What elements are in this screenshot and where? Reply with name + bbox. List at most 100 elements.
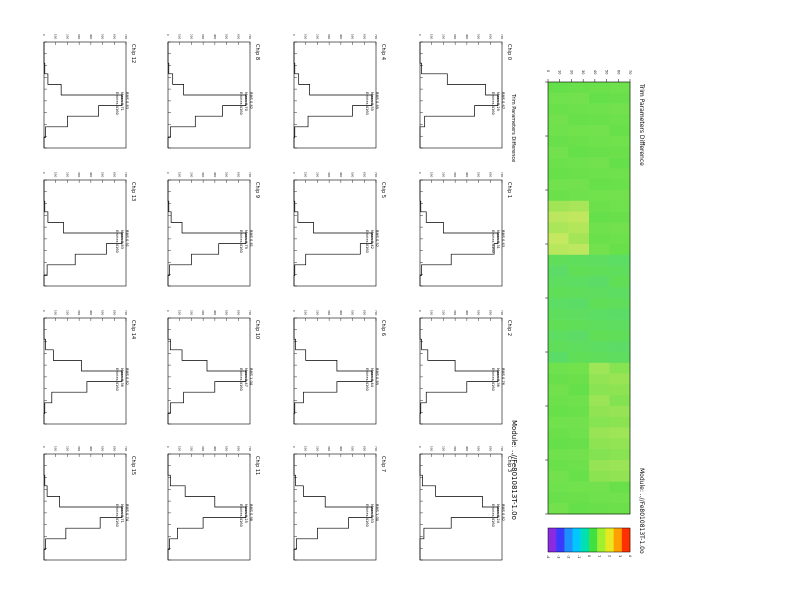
histogram-top-tick-label: 600 <box>236 446 240 452</box>
histogram-step-line <box>167 318 247 424</box>
heatmap-cell <box>568 136 590 148</box>
heatmap-x-tick-label: 0 <box>546 70 550 72</box>
heatmap-cell <box>609 416 631 428</box>
histogram-top-tick-label: 0 <box>42 310 46 312</box>
histogram-top-tick-label: 300 <box>327 446 331 452</box>
chip-histogram: 0 100 200 300 400 500 600 700 Entries 4160 Mean 0… <box>292 34 386 149</box>
color-scale-swatch <box>589 528 598 552</box>
heatmap-x-tick-label: 20 <box>569 70 573 74</box>
heatmap-cell <box>568 233 590 245</box>
histogram-top-tick-label: 0 <box>166 310 170 312</box>
histogram-step-line <box>43 42 123 148</box>
histogram-chip-title: Chip 9 <box>254 182 260 198</box>
histogram-rms: RMS 0.82 <box>125 368 129 385</box>
histogram-top-tick-label: 600 <box>112 446 116 452</box>
heatmap-cell <box>589 254 610 266</box>
histogram-top-tick-label: 0 <box>418 446 422 448</box>
histogram-top-tick-label: 700 <box>500 172 504 178</box>
heatmap-cell <box>548 92 569 104</box>
histogram-top-tick-label: 700 <box>500 310 504 316</box>
heatmap-cell <box>589 157 610 169</box>
histogram-top-tick-label: 0 <box>292 172 296 174</box>
histogram-top-tick-label: 500 <box>351 446 355 452</box>
heatmap-cell <box>568 503 590 515</box>
histogram-chip-title: Chip 1 <box>506 182 512 198</box>
histogram-top-tick-label: 700 <box>248 172 252 178</box>
heatmap-cell <box>548 276 569 288</box>
histogram-top-tick-label: 100 <box>304 172 308 178</box>
heatmap-cell <box>609 125 631 137</box>
histogram-top-tick-label: 500 <box>351 172 355 178</box>
chip-histogram: 0 100 200 300 400 500 600 700 Entries 4160 Mean 0… <box>42 172 136 287</box>
histogram-top-tick-label: 100 <box>178 172 182 178</box>
color-scale-tick-label: 0 <box>587 555 591 557</box>
color-scale-swatch <box>621 528 631 552</box>
histogram-top-tick-label: 500 <box>351 310 355 316</box>
histogram-rms: RMS 0.82 <box>501 504 505 521</box>
heatmap-cell <box>589 470 610 482</box>
heatmap-cell <box>548 492 569 504</box>
color-scale-swatch <box>613 528 623 552</box>
heatmap-cell <box>589 92 610 104</box>
color-scale-swatch <box>572 528 582 552</box>
histogram-top-tick-label: 700 <box>124 446 128 452</box>
histogram-top-tick-label: 100 <box>54 310 58 316</box>
chip-histogram: 0 100 200 300 400 500 600 700 Entries 4160 Mean 0… <box>418 172 512 287</box>
heatmap-cell <box>609 395 631 407</box>
histogram-top-tick-label: 300 <box>327 172 331 178</box>
histogram-entries: Entries 4160 <box>491 230 495 254</box>
color-scale-tick-label: 4 <box>628 555 632 558</box>
heatmap-cell <box>568 179 590 191</box>
color-scale-tick-label: 1 <box>597 555 601 557</box>
histogram-mean: Mean 0.70 <box>244 92 248 112</box>
heatmap-cell <box>568 222 590 234</box>
histogram-top-tick-label: 300 <box>453 310 457 316</box>
heatmap-cell <box>568 287 590 299</box>
histogram-top-tick-label: 600 <box>488 310 492 316</box>
histogram-rms: RMS 0.91 <box>125 230 129 247</box>
histogram-step-line <box>167 180 247 286</box>
heatmap-cell <box>609 352 631 364</box>
heatmap-cell <box>609 319 631 331</box>
histogram-mean: Mean 0.42 <box>370 230 374 249</box>
heatmap-cell <box>589 125 610 137</box>
heatmap-cell <box>548 103 569 115</box>
heatmap-cell <box>609 254 631 266</box>
histogram-top-tick-label: 0 <box>42 446 46 448</box>
heatmap-cell <box>609 460 631 472</box>
histogram-top-tick-label: 600 <box>112 172 116 178</box>
heatmap-cell <box>568 416 590 428</box>
heatmap-cell <box>589 244 610 256</box>
histogram-mean: Mean 0.71 <box>120 504 124 523</box>
chip-histogram: 0 100 200 300 400 500 600 700 Entries 4160 Mean 0… <box>42 34 136 149</box>
heatmap-cell <box>568 92 590 104</box>
histogram-top-tick-label: 400 <box>89 310 93 316</box>
heatmap-cell <box>548 190 569 202</box>
histogram-top-tick-label: 0 <box>292 34 296 36</box>
heatmap-cell <box>589 265 610 277</box>
heatmap-cell <box>548 233 569 245</box>
histogram-top-tick-label: 500 <box>351 34 355 40</box>
heatmap-cell <box>609 200 631 212</box>
histogram-chip-title: Chip 2 <box>506 320 512 336</box>
heatmap-cell <box>609 470 631 482</box>
heatmap-cell <box>589 168 610 180</box>
histogram-chip-title: Chip 5 <box>380 182 386 198</box>
histogram-top-tick-label: 700 <box>124 310 128 316</box>
histogram-top-tick-label: 200 <box>189 34 193 40</box>
histogram-step-line <box>293 42 373 148</box>
heatmap-cell <box>609 492 631 504</box>
heatmap-cell <box>589 146 610 158</box>
heatmap-x-tick-label: 60 <box>616 70 620 74</box>
histogram-top-tick-label: 200 <box>189 172 193 178</box>
histogram-top-tick-label: 700 <box>374 172 378 178</box>
histogram-top-tick-label: 700 <box>500 34 504 40</box>
histogram-top-tick-label: 600 <box>112 310 116 316</box>
histogram-entries: Entries 4160 <box>491 368 495 392</box>
heatmap-cell <box>568 395 590 407</box>
histogram-top-tick-label: 500 <box>477 172 481 178</box>
heatmap-cell <box>568 330 590 342</box>
histogram-entries: Entries 4160 <box>365 230 369 254</box>
heatmap-cell <box>548 416 569 428</box>
heatmap-cell <box>568 373 590 385</box>
